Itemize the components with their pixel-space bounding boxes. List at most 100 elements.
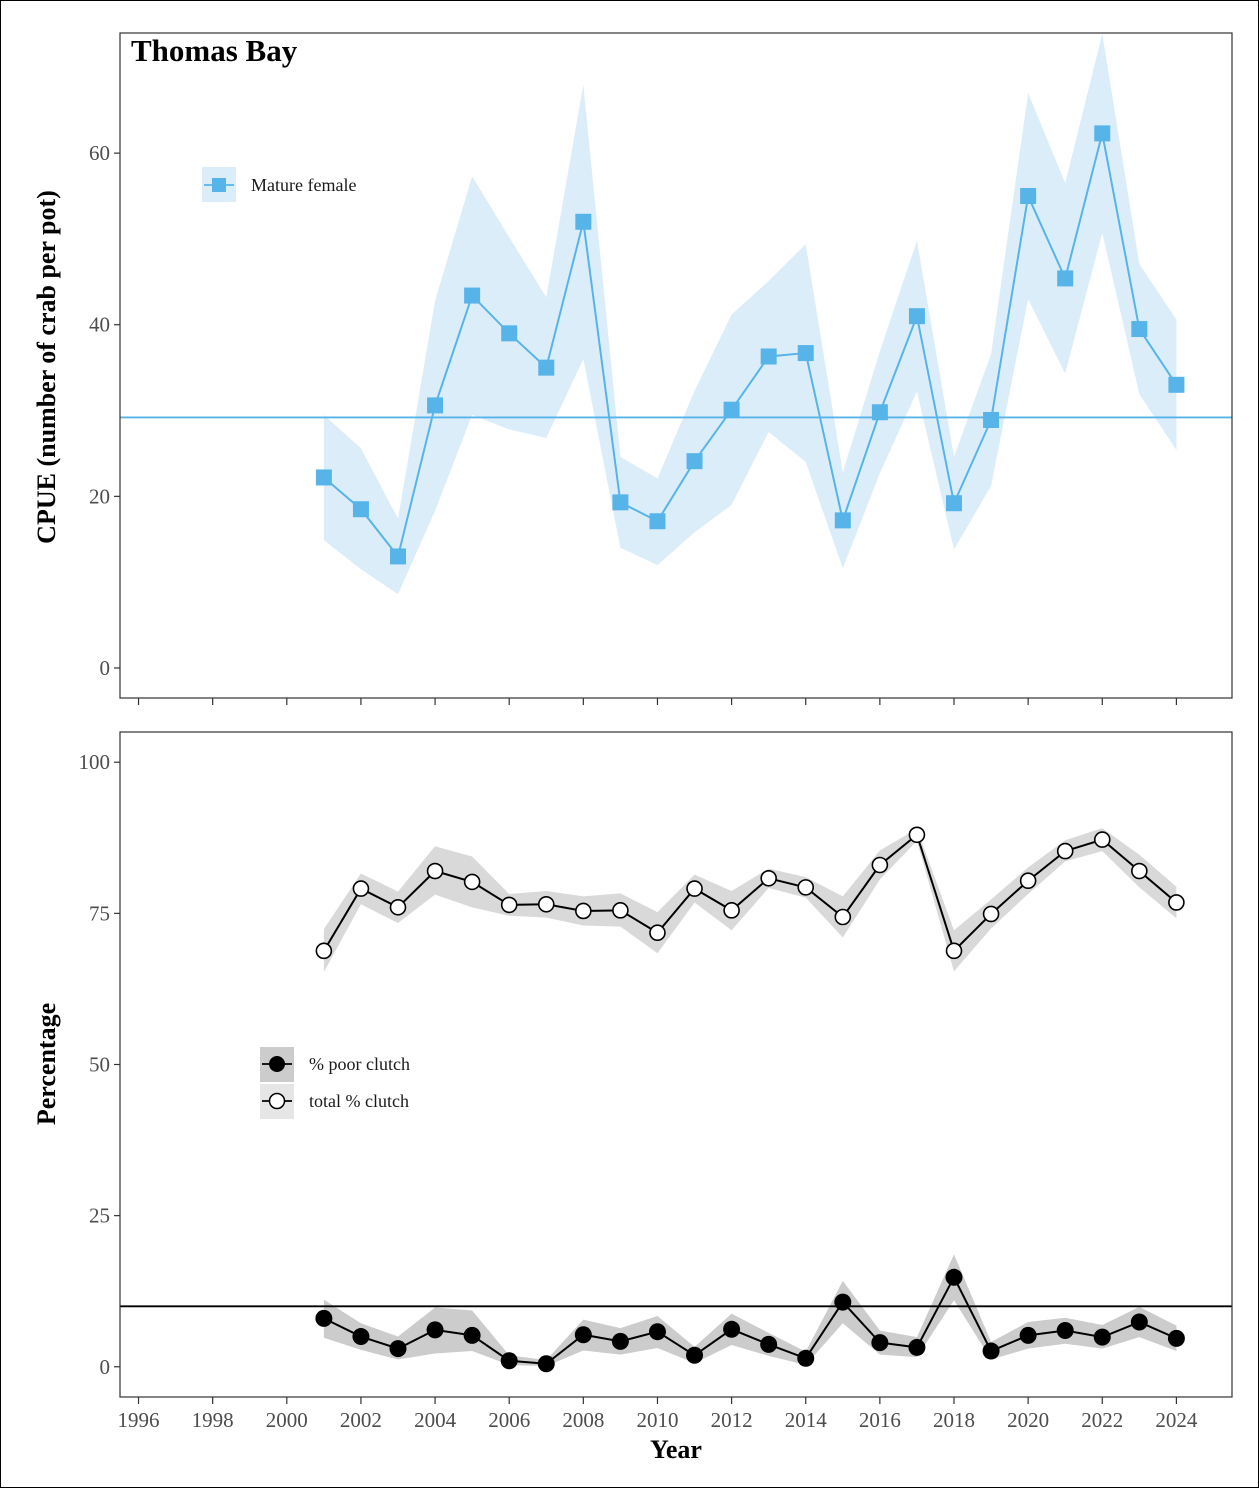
point-poor-clutch-2008 (574, 1326, 592, 1344)
x-tick-label-2018: 2018 (933, 1408, 975, 1432)
legend-key-marker-mature-female (212, 178, 226, 192)
bottom-series-points (315, 826, 1185, 1373)
point-poor-clutch-2013 (760, 1335, 778, 1353)
x-tick-label-2022: 2022 (1081, 1408, 1123, 1432)
point-mature-female-2011 (686, 453, 703, 470)
top-panel-frame (119, 32, 1233, 699)
point-total-clutch-2007 (537, 895, 555, 913)
point-total-clutch-2014 (797, 879, 815, 896)
y-tick-label-60: 60 (89, 141, 110, 165)
point-total-clutch-2020 (1019, 872, 1037, 890)
point-poor-clutch-2024 (1167, 1329, 1185, 1347)
point-mature-female-2016 (871, 404, 888, 421)
point-total-clutch-2004 (426, 862, 444, 880)
point-total-clutch-2013 (760, 869, 777, 887)
point-mature-female-2001 (315, 469, 332, 486)
x-axis-label: Year (650, 1435, 702, 1464)
point-poor-clutch-2016 (871, 1334, 889, 1352)
point-total-clutch-2003 (389, 899, 407, 916)
x-tick-label-2024: 2024 (1155, 1408, 1198, 1432)
bottom-x-axis-ticks: 1996 1998 2000 2002 2004 2006 2008 2010 2012 2014… (118, 1397, 1198, 1432)
point-total-clutch-2016 (871, 856, 889, 874)
x-tick-label-2008: 2008 (562, 1408, 604, 1432)
point-poor-clutch-2012 (723, 1320, 741, 1338)
point-total-clutch-2012 (723, 902, 740, 919)
point-poor-clutch-2006 (500, 1352, 518, 1370)
point-total-clutch-2024 (1168, 894, 1185, 911)
top-y-axis-ticks: 0 20 40 60 (89, 141, 120, 680)
bottom-y-axis-label: Percentage (32, 1003, 61, 1125)
point-poor-clutch-2015 (834, 1293, 852, 1311)
point-poor-clutch-2020 (1019, 1326, 1037, 1344)
band-poor-clutch (323, 1254, 1177, 1367)
bottom-confidence-bands (323, 828, 1177, 1367)
point-mature-female-2018 (946, 495, 962, 512)
x-tick-label-2004: 2004 (414, 1408, 457, 1432)
point-mature-female-2010 (649, 513, 666, 530)
bottom-y-axis-ticks: 0 25 50 75 100 (79, 750, 120, 1379)
top-series-points (315, 125, 1185, 565)
point-mature-female-2008 (575, 213, 592, 230)
x-tick-label-2010: 2010 (636, 1408, 678, 1432)
point-mature-female-2003 (390, 548, 406, 565)
point-mature-female-2021 (1057, 270, 1074, 287)
point-poor-clutch-2022 (1093, 1328, 1111, 1346)
point-total-clutch-2011 (686, 880, 703, 897)
point-poor-clutch-2021 (1056, 1322, 1074, 1339)
point-mature-female-2022 (1094, 125, 1111, 142)
point-mature-female-2024 (1168, 376, 1185, 393)
point-poor-clutch-2001 (315, 1309, 333, 1327)
top-series-lines (323, 133, 1178, 559)
point-mature-female-2014 (797, 345, 814, 362)
legend-key-marker-poor-clutch (269, 1056, 285, 1072)
legend-label-total-clutch: total % clutch (309, 1091, 409, 1111)
point-mature-female-2017 (908, 308, 925, 325)
top-confidence-bands (323, 33, 1177, 595)
x-tick-label-2006: 2006 (488, 1408, 530, 1432)
point-poor-clutch-2003 (389, 1340, 407, 1358)
band-mature-female (323, 33, 1177, 595)
point-poor-clutch-2010 (648, 1323, 666, 1341)
y-tick-label-40: 40 (89, 313, 110, 337)
x-tick-label-1996: 1996 (118, 1408, 160, 1432)
point-total-clutch-2022 (1093, 831, 1111, 848)
point-poor-clutch-2017 (908, 1338, 926, 1356)
point-mature-female-2023 (1131, 321, 1148, 338)
point-mature-female-2006 (501, 325, 518, 342)
point-poor-clutch-2019 (982, 1342, 1000, 1360)
legend-label-mature-female: Mature female (251, 175, 356, 195)
y-tick-label-50: 50 (89, 1053, 110, 1077)
top-legend: Mature female (202, 167, 356, 202)
point-total-clutch-2008 (575, 902, 592, 920)
point-total-clutch-2018 (945, 942, 963, 960)
point-total-clutch-2015 (834, 908, 852, 926)
point-total-clutch-2006 (500, 896, 518, 914)
point-total-clutch-2023 (1131, 862, 1148, 880)
point-mature-female-2007 (538, 359, 555, 376)
chart-title: Thomas Bay (131, 33, 298, 68)
point-poor-clutch-2011 (686, 1346, 704, 1364)
point-mature-female-2012 (723, 401, 740, 418)
point-poor-clutch-2023 (1130, 1313, 1148, 1331)
point-poor-clutch-2009 (611, 1332, 629, 1350)
point-total-clutch-2009 (612, 902, 629, 919)
point-mature-female-2015 (834, 512, 851, 529)
x-tick-label-2020: 2020 (1007, 1408, 1049, 1432)
point-total-clutch-2001 (315, 942, 333, 960)
y-tick-label-100: 100 (79, 750, 111, 774)
x-tick-label-2000: 2000 (266, 1408, 308, 1432)
legend-key-marker-total-clutch (268, 1092, 286, 1110)
point-poor-clutch-2002 (352, 1328, 370, 1346)
bottom-legend: % poor clutch total % clutch (260, 1047, 410, 1119)
point-poor-clutch-2018 (945, 1268, 963, 1286)
point-total-clutch-2010 (649, 924, 666, 942)
point-mature-female-2002 (352, 501, 369, 518)
point-mature-female-2005 (464, 287, 481, 304)
point-total-clutch-2002 (352, 880, 370, 897)
x-tick-label-2002: 2002 (340, 1408, 382, 1432)
y-tick-label-0: 0 (100, 1355, 111, 1379)
x-tick-label-2014: 2014 (785, 1408, 828, 1432)
x-tick-label-2016: 2016 (859, 1408, 901, 1432)
point-total-clutch-2021 (1056, 842, 1074, 860)
